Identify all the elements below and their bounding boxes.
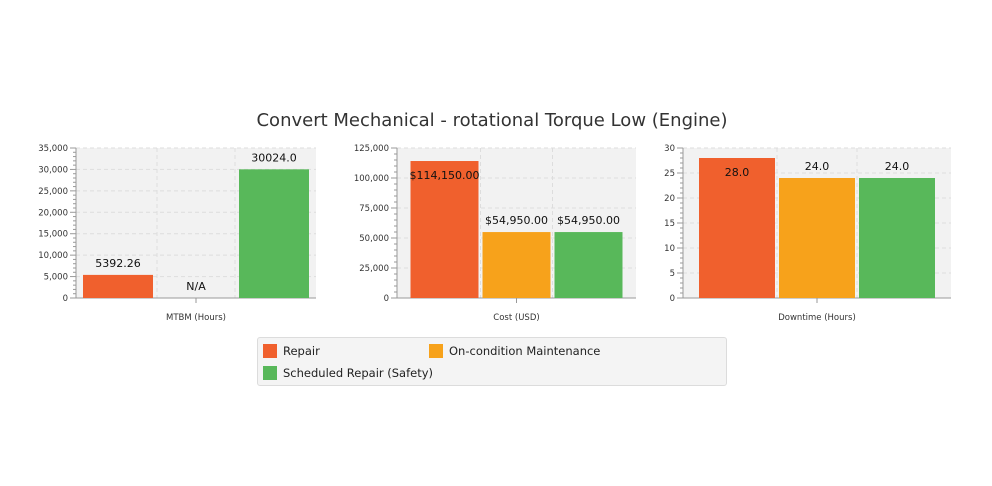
data-label: $114,150.00: [410, 169, 480, 182]
y-tick-label: 25: [664, 169, 675, 179]
legend-swatch-scheduled: [263, 366, 277, 380]
y-tick-label: 0: [63, 294, 68, 304]
bar-downtime-0: [699, 158, 775, 298]
y-tick-label: 125,000: [354, 144, 389, 154]
bar-cost-1: [482, 232, 551, 298]
y-tick-label: 15,000: [38, 230, 68, 240]
data-label: 5392.26: [95, 257, 141, 270]
y-tick-label: 0: [670, 294, 675, 304]
y-tick-label: 0: [384, 294, 389, 304]
x-axis-label: MTBM (Hours): [166, 313, 226, 323]
y-tick-label: 100,000: [354, 174, 389, 184]
legend-label-on-condition: On-condition Maintenance: [449, 344, 601, 358]
y-tick-label: 30,000: [38, 165, 68, 175]
legend: Repair On-condition Maintenance Schedule…: [257, 337, 727, 386]
data-label: 28.0: [725, 166, 750, 179]
x-axis-label: Downtime (Hours): [778, 313, 856, 323]
data-label: 30024.0: [251, 151, 297, 164]
x-axis-label: Cost (USD): [493, 313, 539, 323]
chart-panel-mtbm: 0 5,000 10,000 15,000 20,000 25,000 30,000 35,0…: [38, 144, 316, 323]
y-tick-label: 10,000: [38, 251, 68, 261]
y-tick-label: 5,000: [44, 273, 68, 283]
legend-item-repair[interactable]: Repair: [263, 344, 320, 358]
y-tick-label: 25,000: [38, 187, 68, 197]
y-tick-label: 20: [664, 194, 675, 204]
chart-panel-cost: 0 25,000 50,000 75,000 100,000 125,000 $114,15…: [354, 144, 636, 323]
data-label: 24.0: [885, 160, 910, 173]
y-tick-label: 35,000: [38, 144, 68, 154]
bar-cost-0: [410, 161, 479, 298]
data-label: $54,950.00: [485, 214, 548, 227]
data-label: $54,950.00: [557, 214, 620, 227]
chart-title: Convert Mechanical - rotational Torque L…: [256, 110, 727, 131]
chart-panel-downtime: 0 5 10 15 20 25 30 28.0 24.0 24.0 Downtime (Hours): [664, 144, 951, 323]
y-tick-label: 15: [664, 219, 675, 229]
data-label: N/A: [186, 280, 206, 293]
y-tick-label: 50,000: [359, 234, 389, 244]
legend-label-scheduled: Scheduled Repair (Safety): [283, 366, 434, 380]
legend-item-on-condition[interactable]: On-condition Maintenance: [429, 344, 600, 358]
bar-cost-2: [554, 232, 623, 298]
y-tick-label: 25,000: [359, 264, 389, 274]
y-tick-label: 30: [664, 144, 675, 154]
y-tick-label: 10: [664, 244, 675, 254]
data-label: 24.0: [805, 160, 830, 173]
y-tick-label: 75,000: [359, 204, 389, 214]
legend-swatch-on-condition: [429, 344, 443, 358]
legend-label-repair: Repair: [283, 344, 320, 358]
legend-swatch-repair: [263, 344, 277, 358]
bar-mtbm-0: [83, 274, 153, 298]
bar-mtbm-2: [239, 169, 309, 298]
bar-downtime-1: [779, 178, 855, 298]
y-tick-label: 5: [670, 269, 675, 279]
y-tick-label: 20,000: [38, 208, 68, 218]
legend-item-scheduled[interactable]: Scheduled Repair (Safety): [263, 366, 433, 380]
bar-downtime-2: [859, 178, 935, 298]
